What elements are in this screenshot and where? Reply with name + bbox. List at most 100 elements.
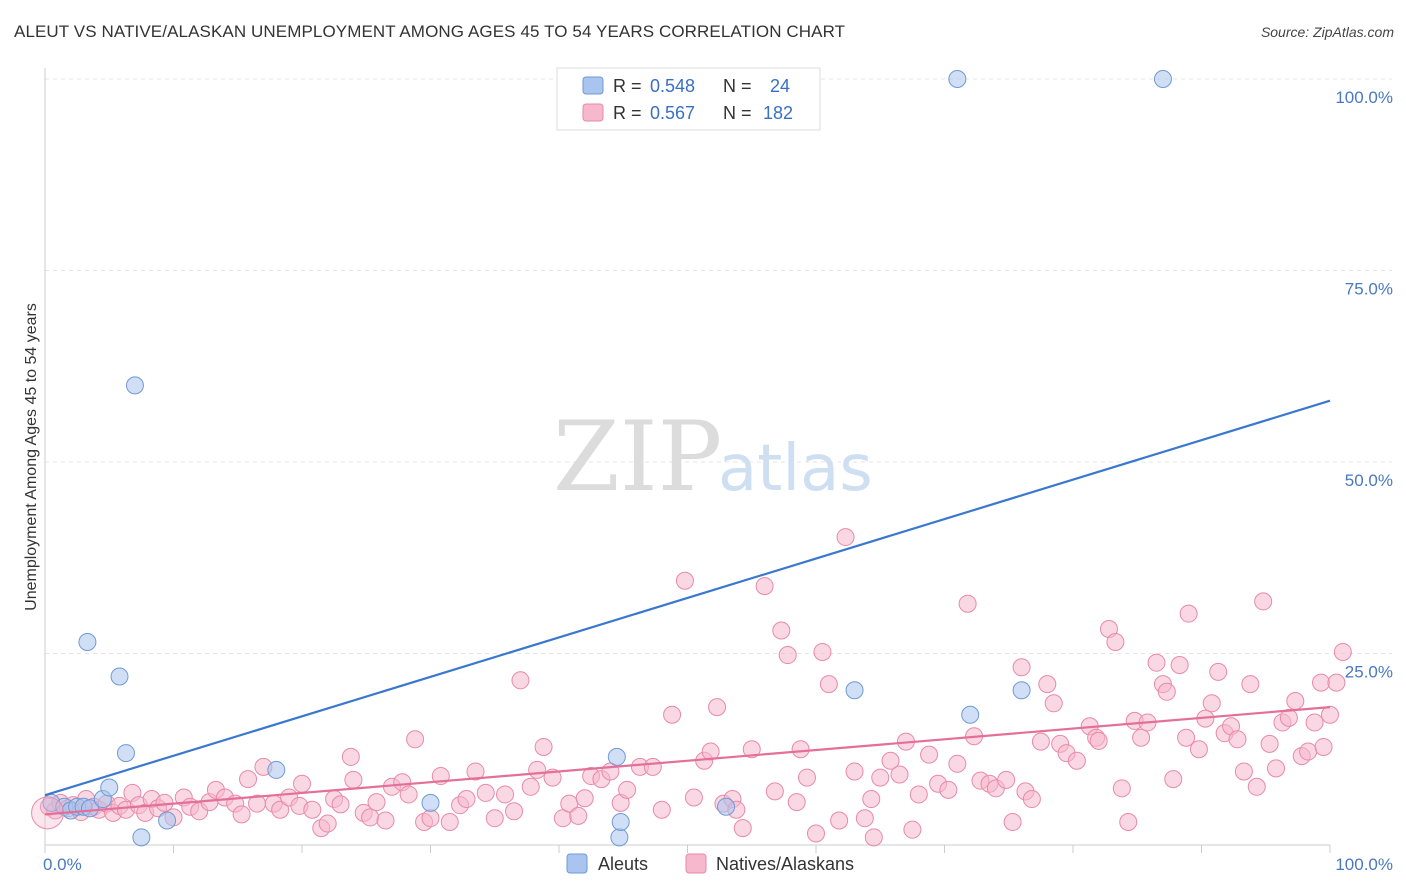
bottom-legend-label-natives: Natives/Alaskans [716,854,854,874]
point-natives-128 [1044,694,1063,713]
watermark-zip: ZIP [553,401,722,513]
point-aleuts-12 [132,828,151,847]
x-tick-label-0: 0.0% [43,855,82,874]
point-natives-142 [1147,653,1166,672]
point-aleuts-10 [116,744,135,763]
watermark: ZIP atlas [553,401,873,513]
point-aleuts-13 [158,811,177,830]
point-natives-167 [1305,713,1324,732]
point-natives-158 [1247,777,1266,796]
point-natives-116 [958,594,977,613]
point-natives-138 [1119,813,1138,832]
point-natives-101 [836,528,855,547]
point-natives-131 [1067,751,1086,770]
point-natives-108 [890,765,909,784]
y-axis-label: Unemployment Among Ages 45 to 54 years [23,303,40,611]
bottom-legend-swatch-aleuts [566,853,588,874]
point-aleuts-24 [1153,70,1172,88]
y-tick-label-3: 25.0% [1345,663,1393,682]
point-natives-56 [457,790,476,809]
point-natives-90 [755,577,774,596]
point-aleuts-21 [948,70,967,88]
x-tick-label-1: 100.0% [1335,855,1393,874]
point-natives-41 [341,747,360,766]
point-natives-52 [421,809,440,828]
point-natives-160 [1260,734,1279,753]
point-natives-112 [920,745,939,764]
point-natives-106 [871,768,890,787]
point-natives-102 [845,762,864,781]
point-natives-125 [1022,790,1041,809]
point-natives-99 [819,675,838,694]
point-natives-81 [684,788,703,807]
y-tick-labels: 100.0% 75.0% 50.0% 25.0% [1335,88,1393,682]
point-natives-49 [399,785,418,804]
point-natives-84 [708,698,727,717]
point-natives-97 [807,824,825,843]
point-natives-127 [1038,675,1057,694]
point-natives-79 [663,705,682,724]
point-natives-136 [1106,633,1125,652]
point-natives-46 [376,811,395,830]
point-natives-164 [1286,691,1305,710]
point-natives-140 [1132,728,1151,747]
point-aleuts-16 [607,747,626,766]
point-natives-149 [1189,740,1208,759]
point-natives-121 [997,770,1016,789]
point-natives-42 [344,770,363,789]
point-natives-137 [1112,779,1131,798]
point-natives-88 [733,819,752,838]
point-aleuts-7 [100,778,119,797]
point-natives-62 [511,671,530,690]
watermark-atlas: atlas [718,432,873,506]
point-natives-159 [1254,592,1273,611]
point-natives-70 [575,789,594,808]
point-natives-77 [643,757,662,776]
point-natives-54 [440,813,459,832]
point-natives-91 [765,782,784,801]
point-natives-170 [1321,705,1339,724]
point-natives-63 [521,777,540,796]
point-natives-44 [361,808,380,827]
point-natives-60 [496,785,515,804]
point-natives-92 [772,621,791,640]
point-aleuts-19 [717,797,736,816]
trend-line-natives [44,706,1331,816]
y-tick-label-2: 50.0% [1345,471,1393,490]
y-tick-label-1: 75.0% [1345,280,1393,299]
point-natives-83 [701,742,720,761]
point-aleuts-11 [125,376,144,395]
legend-bottom: Aleuts Natives/Alaskans [566,853,854,874]
point-natives-126 [1031,732,1050,751]
source-label: Source: ZipAtlas.com [1260,24,1394,40]
point-natives-168 [1312,673,1331,692]
point-aleuts-15 [421,793,440,812]
point-aleuts-5 [80,799,99,818]
legend-swatch-natives [582,103,604,122]
point-natives-75 [618,780,637,799]
point-natives-45 [367,793,386,812]
legend-swatch-aleuts [582,76,604,95]
point-natives-171 [1327,673,1346,692]
point-aleuts-9 [110,667,129,686]
point-natives-35 [293,774,311,793]
point-natives-110 [903,820,922,839]
point-natives-59 [485,809,504,828]
point-natives-147 [1177,728,1196,747]
point-natives-38 [318,814,337,833]
point-natives-80 [675,571,694,590]
point-natives-103 [855,809,874,828]
point-natives-94 [787,793,806,812]
point-natives-151 [1202,694,1221,713]
point-natives-69 [569,806,588,825]
point-natives-64 [528,760,547,779]
point-natives-98 [813,642,832,661]
point-natives-156 [1234,762,1253,781]
legend-n-label-aleuts: N = [723,76,752,96]
point-natives-161 [1267,759,1286,778]
point-aleuts-23 [1012,681,1031,700]
point-aleuts-17 [610,828,629,847]
point-natives-89 [742,740,761,759]
legend-n-value-aleuts: 24 [770,76,790,96]
point-natives-155 [1228,730,1247,749]
